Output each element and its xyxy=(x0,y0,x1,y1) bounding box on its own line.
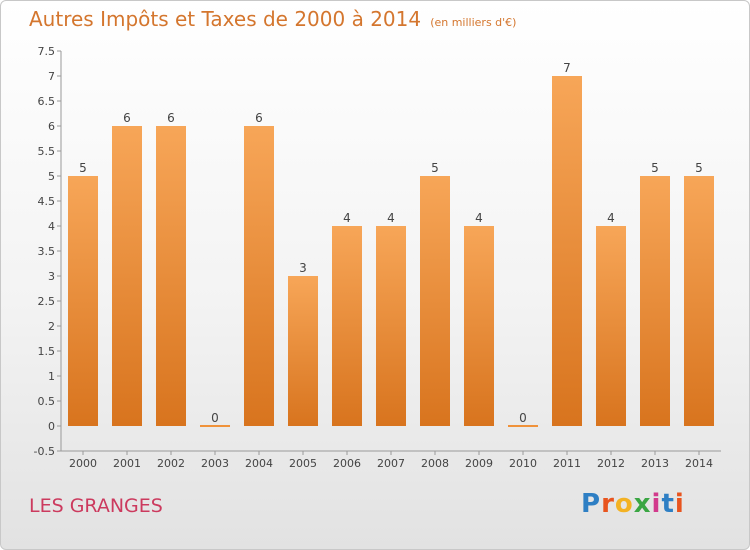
value-label-2013: 5 xyxy=(651,161,659,175)
bar-2004 xyxy=(244,126,274,426)
y-tick-label: 1.5 xyxy=(38,345,56,358)
bar-2005 xyxy=(288,276,318,426)
y-tick-label: 5.5 xyxy=(38,145,56,158)
bar-2002 xyxy=(156,126,186,426)
y-tick-label: 5 xyxy=(48,170,55,183)
x-tick-label-2013: 2013 xyxy=(641,457,669,470)
value-label-2000: 5 xyxy=(79,161,87,175)
y-tick-label: 6 xyxy=(48,120,55,133)
chart-title-unit: (en milliers d'€) xyxy=(430,16,517,29)
value-label-2006: 4 xyxy=(343,211,351,225)
bar-2006 xyxy=(332,226,362,426)
bar-2007 xyxy=(376,226,406,426)
x-tick-label-2001: 2001 xyxy=(113,457,141,470)
x-tick-label-2014: 2014 xyxy=(685,457,713,470)
y-tick-label: 3.5 xyxy=(38,245,56,258)
value-label-2012: 4 xyxy=(607,211,615,225)
y-tick-label: 0.5 xyxy=(38,395,56,408)
value-label-2009: 4 xyxy=(475,211,483,225)
y-tick-label: 4.5 xyxy=(38,195,56,208)
value-label-2008: 5 xyxy=(431,161,439,175)
y-tick-label: 6.5 xyxy=(38,95,56,108)
logo-letter: x xyxy=(633,489,652,519)
logo-letter: i xyxy=(674,489,685,519)
y-tick-label: 0 xyxy=(48,420,55,433)
y-tick-label: 7 xyxy=(48,70,55,83)
value-label-2007: 4 xyxy=(387,211,395,225)
x-tick-label-2002: 2002 xyxy=(157,457,185,470)
value-label-2001: 6 xyxy=(123,111,131,125)
x-tick-label-2010: 2010 xyxy=(509,457,537,470)
y-tick-label: 2.5 xyxy=(38,295,56,308)
commune-label: LES GRANGES xyxy=(29,495,163,517)
x-tick-label-2012: 2012 xyxy=(597,457,625,470)
x-tick-label-2008: 2008 xyxy=(421,457,449,470)
bar-2011 xyxy=(552,76,582,426)
bar-2008 xyxy=(420,176,450,426)
x-tick-label-2004: 2004 xyxy=(245,457,273,470)
value-label-2011: 7 xyxy=(563,61,571,75)
x-tick-label-2009: 2009 xyxy=(465,457,493,470)
chart-title-main: Autres Impôts et Taxes de 2000 à 2014 xyxy=(29,7,422,31)
y-tick-label: 1 xyxy=(48,370,55,383)
value-label-2005: 3 xyxy=(299,261,307,275)
bar-2001 xyxy=(112,126,142,426)
y-tick-label: -0.5 xyxy=(34,445,55,458)
logo-letter: o xyxy=(614,489,634,519)
x-tick-label-2006: 2006 xyxy=(333,457,361,470)
value-label-2003: 0 xyxy=(211,411,219,425)
y-tick-label: 2 xyxy=(48,320,55,333)
bar-2013 xyxy=(640,176,670,426)
logo-letter: i xyxy=(651,489,662,519)
value-label-2002: 6 xyxy=(167,111,175,125)
proxiti-logo: Proxiti xyxy=(581,489,685,519)
bar-2009 xyxy=(464,226,494,426)
x-tick-label-2011: 2011 xyxy=(553,457,581,470)
chart-title: Autres Impôts et Taxes de 2000 à 2014 (e… xyxy=(29,7,516,31)
x-tick-label-2005: 2005 xyxy=(289,457,317,470)
value-label-2010: 0 xyxy=(519,411,527,425)
logo-letter: r xyxy=(601,489,615,519)
logo-letter: t xyxy=(661,489,675,519)
value-label-2014: 5 xyxy=(695,161,703,175)
bar-2014 xyxy=(684,176,714,426)
x-tick-label-2003: 2003 xyxy=(201,457,229,470)
x-tick-label-2007: 2007 xyxy=(377,457,405,470)
y-tick-label: 4 xyxy=(48,220,55,233)
bar-2012 xyxy=(596,226,626,426)
value-label-2004: 6 xyxy=(255,111,263,125)
x-tick-label-2000: 2000 xyxy=(69,457,97,470)
bar-2000 xyxy=(68,176,98,426)
y-tick-label: 3 xyxy=(48,270,55,283)
y-tick-label: 7.5 xyxy=(38,45,56,58)
logo-letter: P xyxy=(581,489,602,519)
